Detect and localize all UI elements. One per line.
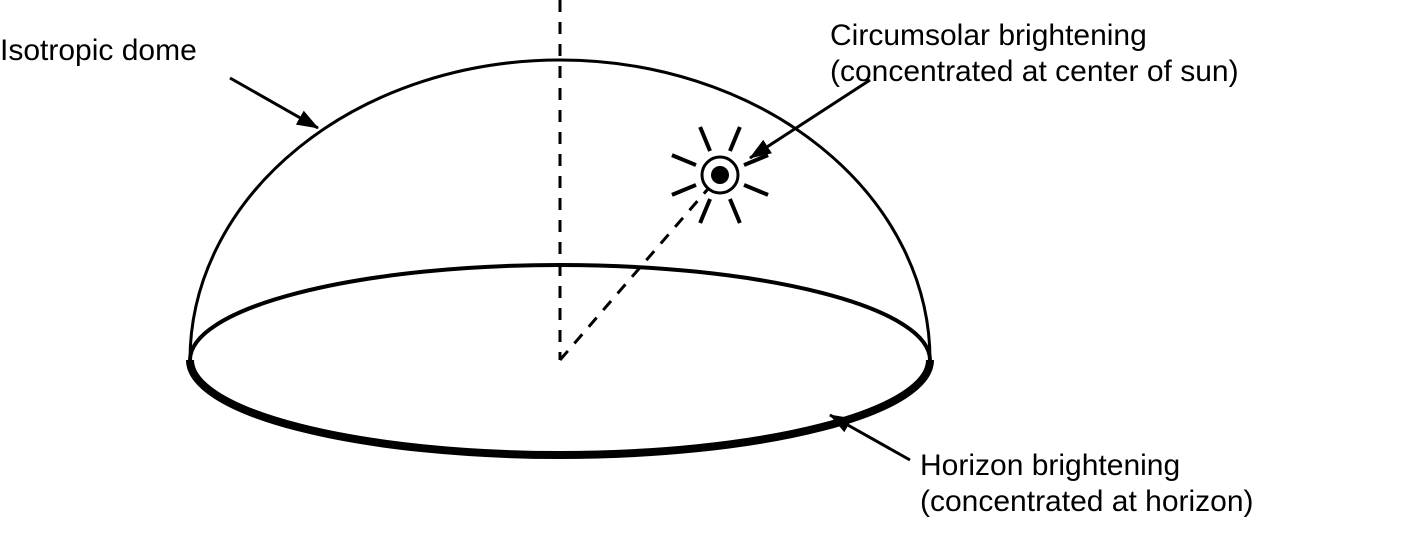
circumsolar-label-line1: Circumsolar brightening xyxy=(830,19,1147,52)
isotropic-dome-label: Isotropic dome xyxy=(0,34,197,67)
sun-ray xyxy=(744,185,768,195)
sun-ray xyxy=(744,155,768,165)
isotropic-dome-arrow xyxy=(230,78,318,128)
sun-center-dot xyxy=(711,166,729,184)
sky-diffuse-diagram: Isotropic dome Circumsolar brightening (… xyxy=(0,0,1411,548)
horizon-ellipse-front xyxy=(190,360,930,455)
circumsolar-arrow xyxy=(750,80,870,158)
sun-ray xyxy=(700,199,710,223)
circumsolar-label-line2: (concentrated at center of sun) xyxy=(830,55,1239,88)
sun-ray xyxy=(700,127,710,151)
sun-ray xyxy=(730,199,740,223)
sun-ray xyxy=(672,185,696,195)
sun-ray xyxy=(672,155,696,165)
horizon-label-line1: Horizon brightening xyxy=(920,449,1180,482)
sun-ray xyxy=(730,127,740,151)
horizon-label-line2: (concentrated at horizon) xyxy=(920,485,1254,518)
horizon-arrow xyxy=(830,415,910,460)
